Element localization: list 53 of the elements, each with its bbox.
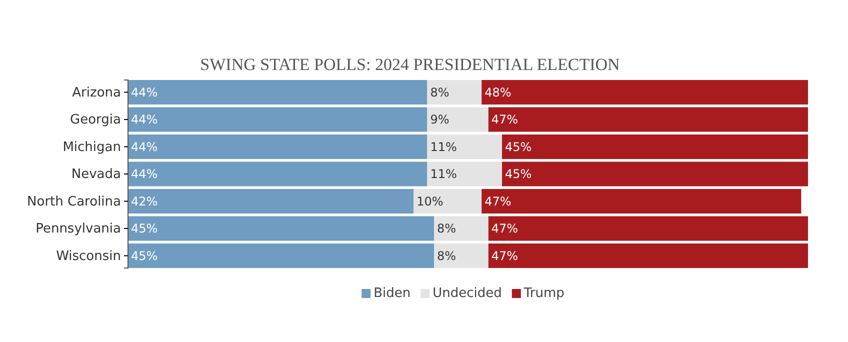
data-label: 44% [131,140,158,154]
bar [427,80,482,105]
data-label: 10% [416,194,444,208]
data-label: 44% [131,167,158,182]
bar [128,80,428,105]
bar [414,188,482,214]
data-label: 45% [131,248,158,263]
y-tick-label: North Carolina [27,194,121,210]
y-tick-label: Michigan [62,140,121,155]
legend-label: Trump [522,286,564,301]
bar [128,162,428,186]
data-label: 47% [491,248,518,263]
data-label: 45% [131,222,158,236]
data-label: 11% [430,140,457,154]
bar [128,188,414,214]
data-label: 48% [484,85,512,100]
bar [128,243,434,268]
data-label: 8% [437,222,456,236]
data-label: 45% [505,140,532,154]
bar [128,216,434,241]
bar [502,134,808,160]
y-tick-label: Georgia [70,112,121,128]
data-label: 47% [491,112,518,127]
data-label: 11% [430,167,457,182]
bar [488,243,808,268]
bar [427,134,502,160]
y-tick-label: Nevada [71,167,121,182]
bar [502,162,808,186]
bar [427,162,502,186]
data-label: 8% [437,248,456,263]
legend-label: Undecided [432,286,502,301]
y-tick-label: Pennsylvania [36,222,121,237]
bar [482,188,802,214]
bar [434,243,488,268]
data-label: 8% [430,85,450,100]
bar [482,80,808,105]
chart-title: SWING STATE POLLS: 2024 PRESIDENTIAL ELECTION [200,55,620,74]
bar [488,216,808,241]
y-tick-label: Wisconsin [56,248,121,264]
bar [128,107,428,132]
data-label: 44% [131,85,158,100]
data-label: 9% [430,112,450,127]
legend-label: Biden [374,286,411,301]
bar [427,107,488,132]
data-label: 44% [131,112,158,127]
data-label: 42% [131,194,158,208]
y-tick-label: Arizona [72,85,121,100]
data-label: 47% [484,194,512,208]
data-label: 45% [505,167,532,182]
bar [488,107,808,132]
data-label: 47% [491,222,518,236]
bar [128,134,428,160]
bar [434,216,488,241]
